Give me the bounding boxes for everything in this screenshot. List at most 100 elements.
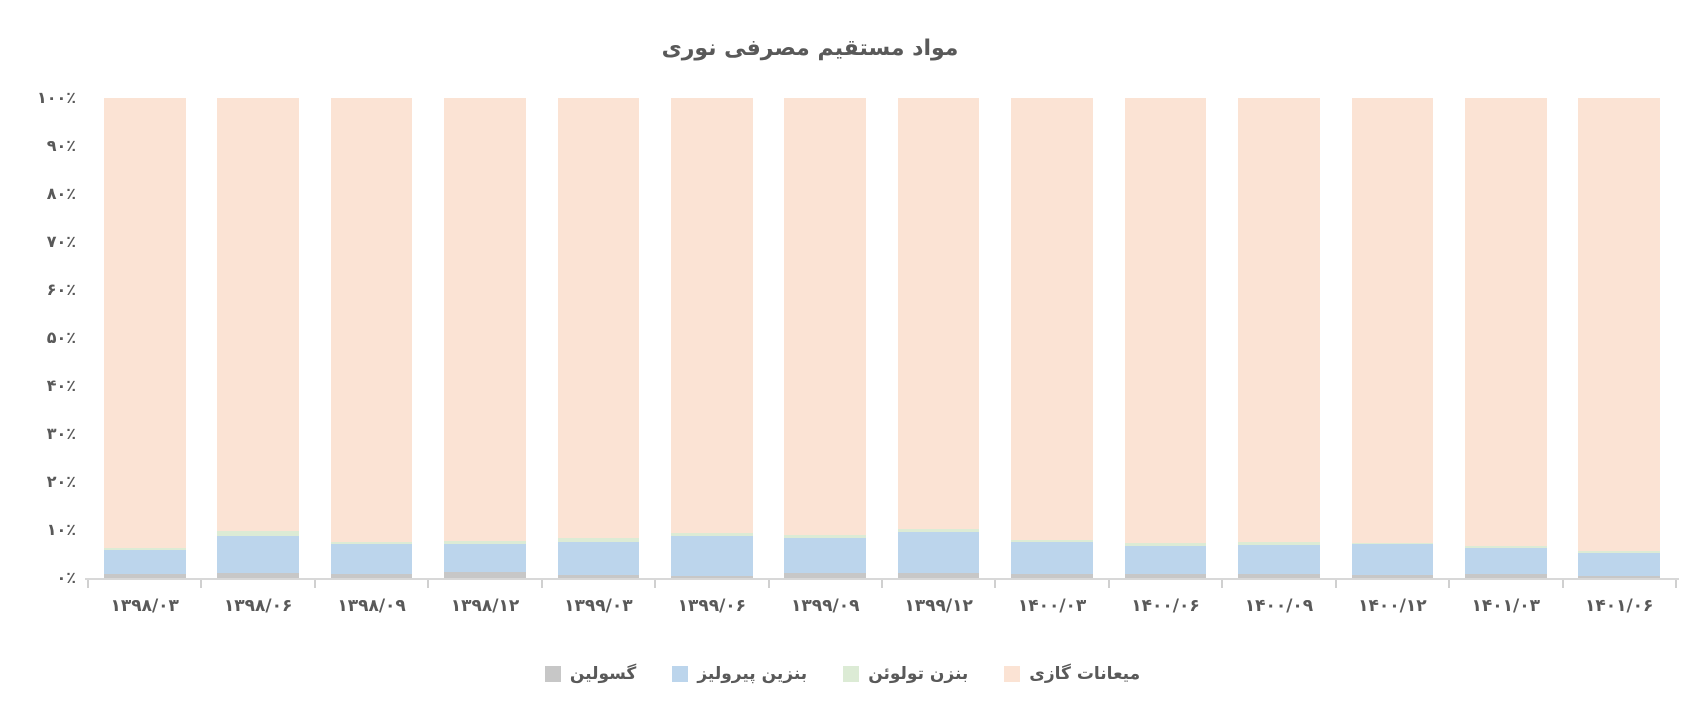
bar-segment[interactable] (103, 548, 186, 551)
bar-segment[interactable] (1238, 573, 1320, 578)
y-axis-labels: ۰٪ ۱۰٪ ۲۰٪ ۳۰٪ ۴۰٪ ۵۰٪ ۶۰٪ ۷۰٪ ۸۰٪ ۹۰٪ ۱۰۰٪ (0, 0, 80, 717)
bar-segment[interactable] (103, 550, 186, 575)
x-axis-tick (1448, 580, 1451, 588)
bar-segment[interactable] (557, 575, 640, 578)
stacked-bar[interactable] (444, 98, 526, 578)
stacked-bar[interactable] (1011, 98, 1093, 578)
bar-segment[interactable] (784, 535, 867, 538)
x-axis-category-label: ۱۳۹۸/۰۹ (337, 596, 406, 616)
stacked-bar[interactable] (103, 98, 186, 578)
x-axis-category-label: ۱۳۹۸/۰۳ (110, 596, 179, 616)
x-axis-category-label: ۱۳۹۸/۱۲ (450, 596, 520, 616)
bar-segment[interactable] (784, 98, 867, 536)
x-axis-tick (881, 580, 883, 588)
bar-segment[interactable] (1124, 546, 1207, 574)
stacked-bar[interactable] (217, 98, 299, 578)
bar-segment[interactable] (217, 98, 299, 531)
bar-segment[interactable] (103, 98, 186, 549)
x-axis-tick (654, 580, 657, 588)
legend-label: بنزین پیرولیز (697, 664, 808, 684)
bar-segment[interactable] (444, 572, 526, 578)
bar-segment[interactable] (1351, 575, 1434, 578)
bar-segment[interactable] (1464, 545, 1547, 549)
bar-segment[interactable] (557, 98, 640, 539)
category-cell (542, 98, 655, 578)
bar-segment[interactable] (330, 98, 413, 543)
bar-segment[interactable] (1124, 542, 1207, 547)
bar-segment[interactable] (897, 98, 980, 530)
bar-segment[interactable] (1464, 574, 1547, 578)
x-axis-tick (767, 580, 770, 588)
bar-segment[interactable] (1578, 98, 1661, 552)
stacked-bar[interactable] (784, 98, 867, 578)
bar-segment[interactable] (670, 576, 753, 578)
legend-item[interactable]: بنزن تولوئن (843, 664, 968, 684)
bar-segment[interactable] (444, 543, 526, 573)
stacked-bar[interactable] (557, 98, 640, 578)
bar-segment[interactable] (1238, 544, 1320, 574)
y-axis-tick-label: ۹۰٪ (46, 136, 76, 155)
bar-segment[interactable] (1124, 98, 1207, 543)
legend-label: بنزن تولوئن (868, 664, 969, 684)
bar-segment[interactable] (897, 573, 980, 578)
bar-segment[interactable] (103, 574, 186, 578)
stacked-bar[interactable] (897, 98, 980, 578)
bar-segment[interactable] (1124, 573, 1207, 578)
stacked-bar[interactable] (670, 98, 753, 578)
bar-segment[interactable] (1351, 542, 1434, 545)
bar-segment[interactable] (1238, 541, 1320, 545)
bar-segment[interactable] (1578, 575, 1661, 578)
stacked-bar[interactable] (1124, 98, 1207, 578)
bar-segment[interactable] (330, 544, 413, 575)
x-axis-category-label: ۱۴۰۱/۰۳ (1471, 596, 1540, 616)
bar-segment[interactable] (330, 574, 413, 578)
bar-segment[interactable] (784, 573, 867, 578)
bar-segment[interactable] (1578, 553, 1661, 576)
bar-segment[interactable] (1464, 548, 1547, 575)
x-axis-category-label: ۱۴۰۰/۰۹ (1244, 596, 1314, 616)
category-cell (1109, 98, 1222, 578)
bar-segment[interactable] (444, 540, 526, 544)
stacked-bar[interactable] (1351, 98, 1434, 578)
x-axis-category-label: ۱۳۹۹/۱۲ (904, 596, 973, 616)
bar-segment[interactable] (1578, 551, 1661, 554)
bar-segment[interactable] (444, 98, 526, 541)
stacked-bar[interactable] (330, 98, 413, 578)
category-cell (1449, 98, 1562, 578)
legend-swatch (672, 666, 689, 682)
category-cell (769, 98, 882, 578)
bar-segment[interactable] (897, 532, 980, 574)
stacked-bar[interactable] (1238, 98, 1320, 578)
bar-segment[interactable] (1011, 98, 1093, 540)
x-axis-tick (1107, 580, 1110, 588)
bar-segment[interactable] (217, 530, 299, 536)
legend-item[interactable]: میعانات گازی (1004, 664, 1140, 684)
bar-segment[interactable] (1011, 542, 1093, 575)
bar-segment[interactable] (330, 542, 413, 545)
x-axis-tick (1221, 580, 1224, 588)
category-cell (882, 98, 995, 578)
stacked-bar[interactable] (1464, 98, 1547, 578)
bar-segment[interactable] (1011, 574, 1093, 578)
bar-segment[interactable] (217, 535, 299, 574)
bar-segment[interactable] (670, 536, 753, 577)
bar-segment[interactable] (897, 529, 980, 533)
bar-segment[interactable] (1351, 98, 1434, 543)
category-cell (1336, 98, 1449, 578)
bar-segment[interactable] (1238, 98, 1320, 542)
bar-segment[interactable] (557, 538, 640, 543)
legend-item[interactable]: بنزین پیرولیز (672, 664, 807, 684)
bar-segment[interactable] (557, 542, 640, 576)
bar-segment[interactable] (670, 98, 753, 534)
legend-item[interactable]: گسولین (544, 664, 636, 684)
bar-segment[interactable] (1351, 544, 1434, 576)
stacked-bar[interactable] (1578, 98, 1661, 578)
x-axis-category-label: ۱۳۹۹/۰۶ (677, 596, 747, 616)
bar-segment[interactable] (1464, 98, 1547, 546)
bar-segment[interactable] (670, 533, 753, 537)
bar-segment[interactable] (1011, 539, 1093, 543)
x-axis-category-label: ۱۴۰۰/۰۶ (1131, 596, 1200, 616)
bar-segment[interactable] (784, 537, 867, 574)
bar-segment[interactable] (217, 573, 299, 578)
